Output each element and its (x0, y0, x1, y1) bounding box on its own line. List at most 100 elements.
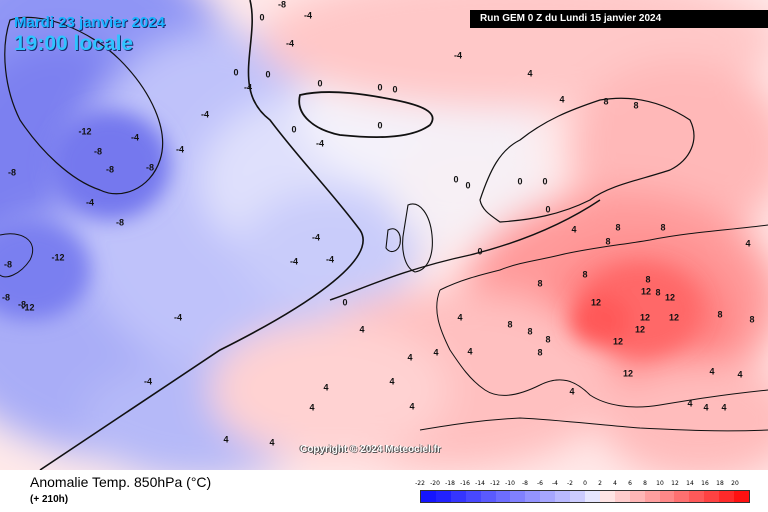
legend-tick-label: -4 (552, 480, 558, 487)
legend-swatch (435, 491, 451, 502)
contour-value-label: -12 (78, 126, 91, 136)
contour-value-label: 4 (737, 369, 742, 379)
contour-value-label: 4 (569, 386, 574, 396)
contour-value-label: 8 (605, 236, 610, 246)
legend-tick-label: -16 (460, 480, 470, 487)
legend-tick-label: 2 (598, 480, 602, 487)
legend-swatch (450, 491, 466, 502)
contour-value-label: 8 (527, 326, 532, 336)
legend-swatch (719, 491, 735, 502)
contour-value-label: 8 (645, 274, 650, 284)
legend-swatch (465, 491, 481, 502)
legend-tick-label: -2 (567, 480, 573, 487)
contour-value-label: 0 (259, 12, 264, 22)
legend-tick-labels: -22 -20 -18 -16 -14 -12 -10 -8 -6 -4 -2 0 2 4 6 8 10 12 14… (413, 480, 749, 488)
legend-tick-label: 16 (701, 480, 709, 487)
legend-swatch (510, 491, 526, 502)
lead-time: (+ 210h) (30, 494, 69, 505)
contour-value-label: 4 (467, 346, 472, 356)
contour-value-label: -8 (94, 146, 102, 156)
contour-value-label: 12 (669, 312, 679, 322)
legend-tick-label: 12 (671, 480, 679, 487)
contour-value-label: 4 (457, 312, 462, 322)
legend-swatch (421, 491, 436, 502)
contour-value-label: -4 (304, 10, 312, 20)
model-run-label: Run GEM 0 Z du Lundi 15 janvier 2024 (470, 10, 768, 28)
legend-tick-label: 18 (716, 480, 724, 487)
legend-swatch (674, 491, 690, 502)
legend-tick-label: -6 (537, 480, 543, 487)
contour-value-label: 4 (269, 437, 274, 447)
map-canvas: 0-8-4-40-40-4-4-4-12-8-8 -8-8-4-8-12-8-8-… (0, 0, 768, 470)
contour-value-label: -8 (2, 292, 10, 302)
legend-swatch (525, 491, 541, 502)
contour-value-label: 4 (407, 352, 412, 362)
contour-value-label: 12 (665, 292, 675, 302)
legend-swatch (644, 491, 660, 502)
contour-value-label: -4 (286, 38, 294, 48)
contour-value-label: -4 (174, 312, 182, 322)
parameter-title: Anomalie Temp. 850hPa (°C) (30, 474, 212, 490)
legend-swatch (480, 491, 496, 502)
contour-value-label: -4 (244, 82, 252, 92)
contour-value-label: 4 (703, 402, 708, 412)
legend-tick-label: -18 (445, 480, 455, 487)
contour-value-label: 0 (517, 176, 522, 186)
scandinavia-coast (479, 97, 695, 223)
contour-value-label: -4 (201, 109, 209, 119)
contour-value-label: 8 (660, 222, 665, 232)
contour-value-label: -12 (21, 302, 34, 312)
contour-value-label: -8 (18, 299, 26, 309)
contour-value-label: 0 (377, 120, 382, 130)
contour-value-label: -8 (116, 217, 124, 227)
contour-value-label: 8 (717, 309, 722, 319)
great-britain-coast (402, 203, 433, 273)
europe-north-coast (439, 224, 768, 291)
contour-value-label: 8 (615, 222, 620, 232)
contour-value-label: 4 (223, 434, 228, 444)
africa-coast (419, 417, 768, 432)
contour-value-label: 4 (559, 94, 564, 104)
contour-labels: 0-8-4-40-40-4-4-4-12-8-8 -8-8-4-8-12-8-8-… (2, 0, 755, 447)
legend-tick-label: 4 (613, 480, 617, 487)
contour-value-label: -4 (131, 132, 139, 142)
iberia-france-coast (436, 289, 541, 396)
legend-swatch (614, 491, 630, 502)
contour-value-label: 0 (317, 78, 322, 88)
legend-tick-label: -10 (505, 480, 515, 487)
greenland-coast (4, 16, 164, 195)
color-scale-legend (420, 490, 750, 503)
legend-swatch (495, 491, 511, 502)
contour-value-label: 0 (342, 297, 347, 307)
contour-value-label: 8 (633, 100, 638, 110)
contour-value-label: 4 (745, 238, 750, 248)
contour-value-label: 4 (389, 376, 394, 386)
contour-value-label: 4 (527, 68, 532, 78)
legend-tick-label: -20 (430, 480, 440, 487)
contour-value-label: 0 (392, 84, 397, 94)
contour-value-label: 8 (507, 319, 512, 329)
contour-value-label: 4 (687, 398, 692, 408)
contour-value-label: 0 (291, 124, 296, 134)
forecast-date: Mardi 23 janvier 2024 (14, 14, 165, 31)
legend-swatch (555, 491, 571, 502)
contour-value-label: -4 (312, 232, 320, 242)
contour-value-label: -4 (454, 50, 462, 60)
contour-value-label: 8 (582, 269, 587, 279)
anomaly-map: 0 -8 -4 -4 0 -4 0 -4 -4 -4 -12 -8 -8 -8 -8 -4 -8 -12 -8 -8-… (0, 0, 768, 470)
contour-value-label: 8 (655, 287, 660, 297)
contour-value-label: -4 (326, 254, 334, 264)
legend-tick-label: -8 (522, 480, 528, 487)
contour-value-label: -4 (176, 144, 184, 154)
legend-swatch (540, 491, 556, 502)
legend-tick-label: 14 (686, 480, 694, 487)
legend-swatch (629, 491, 645, 502)
isoline-zero-east (329, 199, 601, 301)
contour-value-label: 0 (233, 67, 238, 77)
contour-value-label: -8 (4, 259, 12, 269)
contour-value-label: 4 (409, 401, 414, 411)
legend-swatch (599, 491, 615, 502)
contour-value-label: 12 (641, 286, 651, 296)
contour-value-label: 8 (603, 96, 608, 106)
legend-swatch (734, 491, 749, 502)
